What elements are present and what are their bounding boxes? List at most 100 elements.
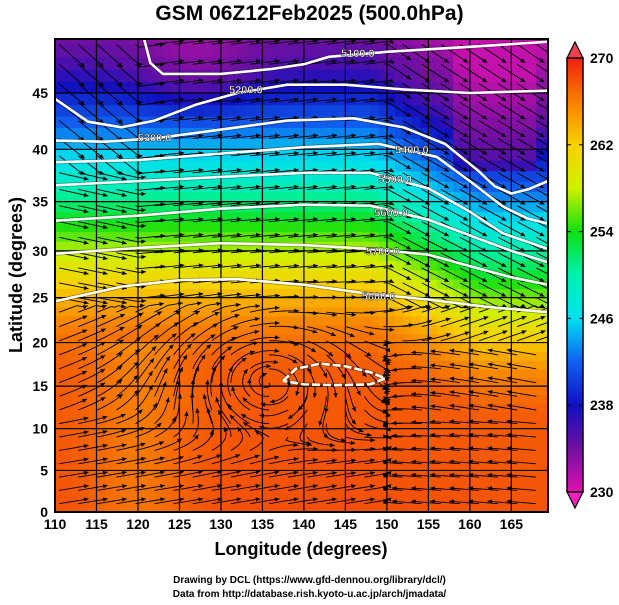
streamline [345, 296, 376, 299]
shading-cell [527, 170, 537, 182]
streamline [440, 236, 469, 252]
shading-cell [295, 428, 305, 438]
streamline-arrow-icon [242, 397, 248, 403]
shading-cell [287, 44, 297, 58]
contour-line [142, 39, 548, 76]
streamline-arrow-icon [443, 247, 449, 252]
shading-cell [113, 191, 122, 203]
streamline-arrow-icon [101, 305, 107, 310]
shading-cell [237, 386, 247, 396]
shading-cell [303, 333, 313, 344]
shading-cell [536, 324, 546, 335]
shading-cell [527, 478, 537, 488]
streamline-arrow-icon [294, 217, 299, 222]
streamline-arrow-icon [351, 312, 357, 317]
shading-cell [544, 201, 548, 213]
shading-cell [204, 269, 214, 280]
shading-cell [196, 462, 205, 472]
streamline [411, 366, 441, 370]
streamline-arrow-icon [255, 133, 261, 138]
shading-cell [220, 191, 230, 203]
streamline [78, 444, 108, 451]
shading-cell [469, 279, 479, 290]
shading-cell [386, 428, 396, 438]
streamline [326, 234, 357, 238]
streamline-arrow-icon [520, 200, 526, 205]
shading-cell [113, 470, 122, 480]
streamline [154, 498, 185, 505]
shading-cell [403, 191, 413, 203]
shading-cell [478, 231, 488, 242]
shading-cell [187, 315, 197, 326]
shading-cell [254, 279, 264, 290]
shading-cell [187, 170, 197, 182]
streamline [269, 152, 299, 157]
shading-cell [511, 360, 521, 370]
shading-cell [544, 81, 548, 94]
streamline [288, 448, 318, 451]
streamline-arrow-icon [310, 347, 316, 352]
shading-cell [361, 297, 371, 308]
streamline-arrow-icon [449, 459, 454, 464]
shading-cell [469, 201, 479, 213]
shading-cell [486, 269, 496, 280]
shading-cell [436, 92, 446, 106]
shading-cell [411, 368, 421, 379]
streamline [173, 498, 204, 505]
streamline [135, 484, 166, 491]
shading-cell [146, 288, 156, 299]
shading-cell [494, 333, 504, 344]
shading-cell [270, 478, 280, 488]
shading-cell [121, 279, 131, 290]
shading-cell [361, 453, 371, 463]
shading-cell [270, 403, 280, 413]
shading-cell [469, 81, 479, 94]
shading-cell [63, 368, 73, 379]
shading-cell [220, 495, 230, 505]
shading-cell [536, 342, 546, 352]
shading-cell [254, 487, 264, 497]
streamline-arrow-icon [506, 403, 512, 408]
shading-cell [55, 315, 64, 326]
shading-cell [287, 487, 297, 497]
streamline [192, 60, 223, 65]
shading-cell [536, 191, 546, 203]
shading-cell [220, 445, 230, 455]
shading-cell [436, 445, 446, 455]
streamline-arrow-icon [559, 304, 564, 308]
streamline [506, 434, 537, 438]
shading-cell [544, 377, 548, 387]
shading-cell [395, 39, 405, 45]
shading-cell [345, 324, 355, 335]
shading-cell [279, 81, 288, 94]
shading-cell [262, 453, 272, 463]
shading-cell [63, 403, 73, 413]
shading-cell [154, 297, 164, 308]
shading-cell [287, 127, 297, 140]
streamline-arrow-icon [425, 304, 431, 310]
shading-cell [370, 394, 380, 404]
shading-cell [71, 437, 81, 447]
shading-cell [129, 351, 139, 361]
shading-cell [328, 44, 338, 58]
shading-cell [121, 306, 131, 317]
streamline-arrow-icon [98, 136, 104, 142]
shading-cell [428, 56, 438, 70]
streamline [78, 236, 108, 244]
shading-cell [428, 181, 438, 193]
shading-cell [353, 403, 363, 413]
shading-cell [320, 104, 330, 117]
streamline [411, 406, 441, 411]
streamline [78, 282, 108, 290]
shading-cell [196, 81, 205, 94]
shading-cell [403, 420, 413, 430]
shading-cell [63, 279, 73, 290]
streamline-arrow-icon [411, 459, 416, 464]
streamline-arrow-icon [137, 153, 143, 159]
streamline-arrow-icon [275, 320, 280, 326]
shading-cell [137, 149, 147, 161]
shading-cell [320, 191, 330, 203]
shading-cell [229, 69, 239, 82]
shading-cell [420, 211, 429, 223]
shading-cell [519, 127, 529, 140]
